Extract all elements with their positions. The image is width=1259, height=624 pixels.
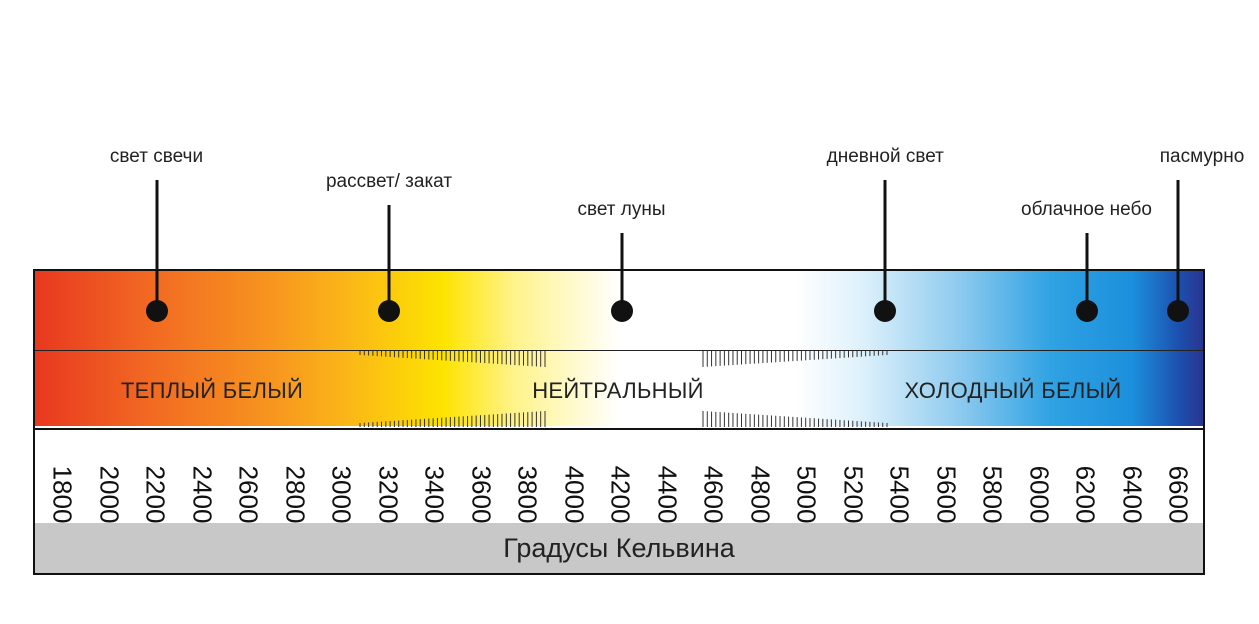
kelvin-tick-label: 5000	[791, 465, 822, 524]
kelvin-tick-label: 1800	[47, 465, 78, 524]
kelvin-tick-label: 2400	[187, 465, 217, 524]
marker-stem	[1085, 233, 1088, 311]
kelvin-tick-label: 6000	[1024, 465, 1054, 524]
marker-stem	[155, 180, 158, 311]
marker-dot	[610, 300, 633, 322]
kelvin-tick-label: 6600	[1163, 465, 1194, 524]
marker-label: пасмурно	[1159, 146, 1245, 167]
marker-stem	[1176, 180, 1180, 311]
kelvin-tick-label: 6200	[1070, 465, 1101, 524]
kelvin-tick-label: 5800	[977, 465, 1008, 524]
marker-dot	[378, 300, 400, 322]
kelvin-footer: Градусы Кельвина	[35, 523, 1203, 573]
kelvin-scale	[35, 428, 1203, 523]
kelvin-tick-label: 5200	[838, 465, 868, 524]
kelvin-tick-label: 5400	[884, 465, 915, 524]
marker-label: свет луны	[577, 199, 666, 220]
color-spectrum-bar	[35, 271, 1203, 426]
kelvin-tick-label: 4600	[698, 465, 729, 524]
marker-dot	[145, 300, 168, 322]
band-cold-white: ХОЛОДНЫЙ БЕЛЫЙ	[904, 378, 1122, 403]
footer-label: Градусы Кельвина	[503, 532, 735, 563]
diagram-frame	[33, 269, 1205, 575]
marker-label: дневной свет	[826, 146, 944, 167]
kelvin-tick-label: 3200	[373, 465, 403, 524]
marker-dot	[1075, 300, 1098, 322]
kelvin-tick-label: 3400	[419, 465, 450, 524]
kelvin-tick-label: 6400	[1117, 465, 1147, 524]
kelvin-tick-label: 4400	[652, 465, 682, 524]
spectrum-divider-line	[35, 350, 1203, 351]
marker-stem	[387, 205, 391, 311]
marker-stem	[620, 233, 623, 311]
marker-label: свет свечи	[109, 146, 204, 167]
marker-stem	[883, 180, 887, 311]
kelvin-tick-label: 3000	[326, 465, 357, 524]
band-warm-white: ТЕПЛЫЙ БЕЛЫЙ	[120, 378, 304, 403]
kelvin-tick-label: 2200	[140, 465, 171, 524]
band-neutral: НЕЙТРАЛЬНЫЙ	[532, 378, 704, 403]
marker-label: облачное небо	[1021, 199, 1152, 220]
kelvin-tick-label: 4800	[745, 465, 775, 524]
marker-dot	[1167, 300, 1189, 322]
kelvin-tick-label: 2000	[94, 465, 124, 524]
kelvin-tick-label: 2800	[280, 465, 310, 524]
kelvin-tick-label: 4000	[559, 465, 589, 524]
kelvin-tick-label: 2600	[233, 465, 264, 524]
kelvin-tick-label: 4200	[605, 465, 636, 524]
marker-dot	[874, 300, 897, 322]
kelvin-tick-label: 3800	[512, 465, 543, 524]
transition-tick-marks	[359, 351, 888, 427]
kelvin-tick-label: 3600	[466, 465, 496, 524]
kelvin-tick-label: 5600	[931, 465, 961, 524]
marker-label: рассвет/ закат	[325, 171, 453, 192]
